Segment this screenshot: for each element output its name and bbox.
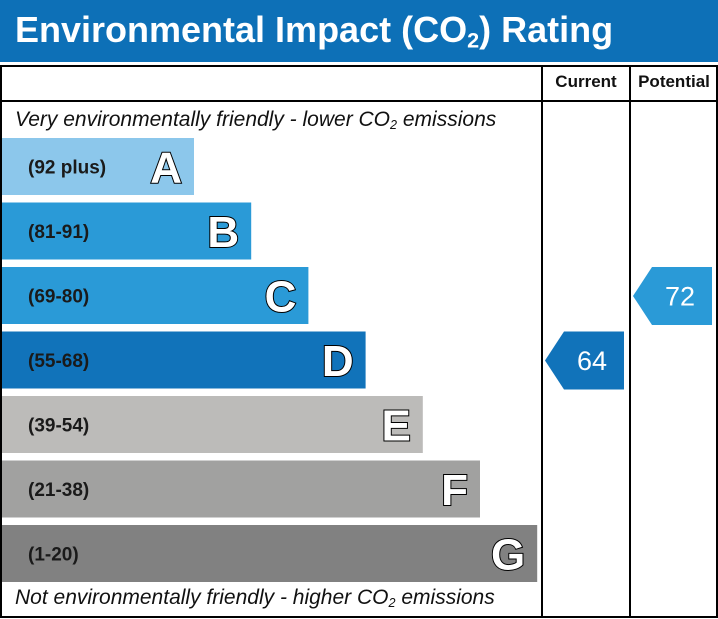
chart-frame [0, 65, 718, 618]
band-d-range: (55-68) [28, 351, 89, 372]
header-banner: Environmental Impact (CO2) Rating [0, 0, 718, 62]
rating-arrows: 64 72 [545, 267, 712, 390]
band-c-range: (69-80) [28, 287, 89, 308]
current-rating-arrow [545, 331, 624, 390]
band-d-bar [2, 331, 366, 389]
top-caption: Very environmentally friendly - lower CO… [15, 108, 497, 133]
band-a-bar [2, 138, 194, 195]
bottom-caption: Not environmentally friendly - higher CO… [15, 586, 495, 611]
band-e-range: (39-54) [28, 416, 89, 437]
band-b-range: (81-91) [28, 222, 89, 243]
page-title: Environmental Impact (CO2) Rating [15, 9, 614, 53]
band-a-range: (92 plus) [28, 158, 106, 179]
band-g-letter: G [491, 531, 525, 580]
band-g-bar [2, 525, 538, 582]
band-e-bar [2, 396, 423, 453]
potential-rating-value: 72 [665, 282, 695, 312]
band-c-bar [2, 267, 309, 324]
band-d-letter: D [322, 337, 354, 386]
current-column-header: Current [555, 72, 617, 91]
potential-rating-arrow [633, 267, 712, 325]
band-e-letter: E [381, 402, 410, 451]
band-b-bar [2, 202, 252, 260]
band-f-bar [2, 460, 480, 518]
band-a-letter: A [150, 144, 182, 193]
potential-column-header: Potential [638, 72, 710, 91]
band-b-letter: B [207, 208, 239, 257]
band-f-range: (21-38) [28, 480, 89, 501]
band-c-letter: C [265, 273, 297, 322]
current-rating-value: 64 [577, 346, 607, 376]
rating-bands: (92 plus) A (81-91) B (69-80) C (55-68) D (39-54… [2, 138, 538, 582]
band-g-range: (1-20) [28, 545, 79, 566]
band-f-letter: F [441, 466, 468, 515]
